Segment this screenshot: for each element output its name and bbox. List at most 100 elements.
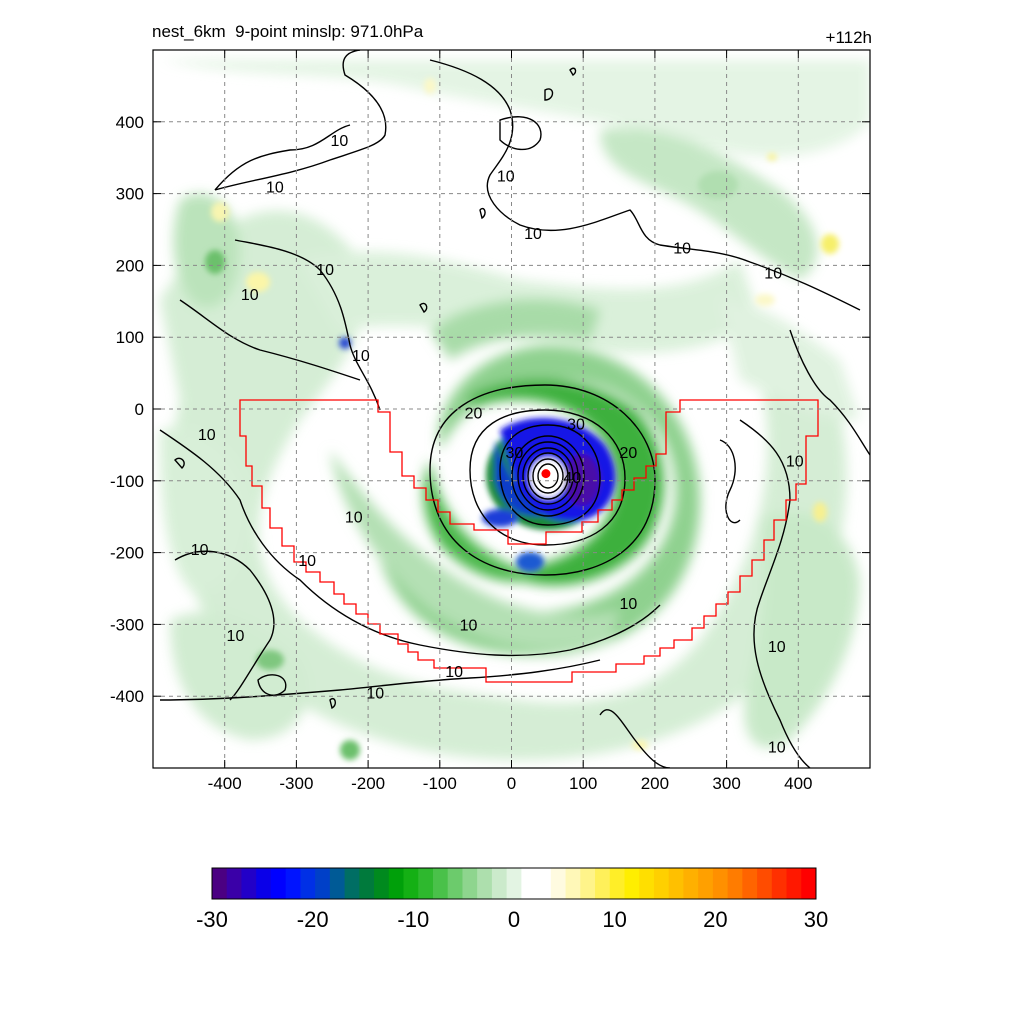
- colorbar: [211, 867, 817, 900]
- colorbar-swatch: [432, 868, 449, 899]
- colorbar-swatch: [565, 868, 581, 899]
- contour-label: 10: [366, 686, 384, 703]
- colorbar-swatch: [609, 868, 625, 899]
- colorbar-swatch: [285, 868, 301, 899]
- colorbar-swatch: [801, 868, 817, 899]
- x-tick-label: 100: [569, 774, 597, 793]
- colorbar-swatch: [418, 868, 434, 899]
- colorbar-swatch: [477, 868, 493, 899]
- contour-label: 10: [298, 553, 316, 570]
- contour-label-text: 10: [673, 240, 691, 257]
- colorbar-swatch: [698, 868, 714, 899]
- colorbar-swatch: [256, 868, 272, 899]
- colorbar-swatch: [315, 868, 331, 899]
- chart-title: nest_6km 9-point minslp: 971.0hPa: [152, 22, 424, 41]
- colorbar-swatch: [550, 868, 567, 899]
- contour-lines: [159, 50, 870, 768]
- x-axis-tick-labels: -400 -300 -200 -100 0 100 200 300 400: [208, 774, 813, 793]
- colorbar-tick-label: -10: [397, 907, 429, 932]
- contour-label: 10: [241, 287, 259, 304]
- contour-label: 10: [198, 427, 216, 444]
- contour-label-text: 10: [198, 427, 216, 444]
- axis-ticks: [153, 50, 870, 768]
- colorbar-swatch: [668, 868, 684, 899]
- y-axis-tick-labels: 400 300 200 100 0 -100 -200 -300 -400: [110, 113, 144, 706]
- contour-label-text: 10: [768, 639, 786, 656]
- contour-label: 10: [227, 628, 245, 645]
- colorbar-swatch: [300, 868, 316, 899]
- colorbar-swatch: [226, 868, 242, 899]
- contour-label: 10: [352, 348, 370, 365]
- contour-label: 30: [567, 416, 585, 433]
- colorbar-swatch: [712, 868, 729, 899]
- colorbar-frame: [211, 867, 817, 900]
- contour-label-text: 10: [764, 266, 782, 283]
- x-tick-label: -400: [208, 774, 242, 793]
- colorbar-tick-label: -30: [196, 907, 228, 932]
- contour-label-text: 10: [227, 628, 245, 645]
- contour-label: 10: [764, 266, 782, 283]
- colorbar-swatch: [742, 868, 758, 899]
- colorbar-swatch: [580, 868, 596, 899]
- colorbar-swatch: [727, 868, 743, 899]
- y-tick-label: 100: [116, 328, 144, 347]
- contour-label: 10: [786, 454, 804, 471]
- contour-label: 30: [505, 445, 523, 462]
- contour-label-text: 10: [524, 226, 542, 243]
- y-tick-label: 0: [135, 400, 144, 419]
- contour-label-text: 30: [567, 416, 585, 433]
- colorbar-swatch: [624, 868, 640, 899]
- contour-label: 10: [345, 510, 363, 527]
- colorbar-swatch: [241, 868, 257, 899]
- colorbar-tick-labels: -30 -20 -10 0 10 20 30: [196, 907, 828, 932]
- contour-label-text: 10: [241, 287, 259, 304]
- colorbar-swatch: [506, 868, 522, 899]
- contour-label: 10: [316, 262, 334, 279]
- contour-label-text: 10: [460, 617, 478, 634]
- contour-label-text: 10: [352, 348, 370, 365]
- colorbar-swatch: [388, 868, 405, 899]
- contour-label-text: 10: [298, 553, 316, 570]
- x-tick-label: -300: [279, 774, 313, 793]
- colorbar-tick-label: 20: [703, 907, 727, 932]
- colorbar-swatch: [374, 868, 390, 899]
- colorbar-swatch: [683, 868, 699, 899]
- contour-labels: 10 10 10 10 10 10 10 10 10 10 10 10 10 10 10 10 10 10 10 10…: [191, 133, 804, 757]
- colorbar-swatch: [639, 868, 655, 899]
- colorbar-swatch: [344, 868, 360, 899]
- colorbar-swatch: [771, 868, 788, 899]
- nest-boundary: [239, 399, 819, 683]
- colorbar-swatch: [653, 868, 670, 899]
- x-tick-label: 200: [641, 774, 669, 793]
- contour-label-text: 10: [266, 179, 284, 196]
- contour-label-text: 10: [619, 596, 637, 613]
- colorbar-swatch: [521, 868, 537, 899]
- contour-label-text: 10: [786, 454, 804, 471]
- contour-label-text: 10: [497, 169, 515, 186]
- contour-label-text: 10: [345, 510, 363, 527]
- colorbar-tick-label: -20: [297, 907, 329, 932]
- y-tick-label: -200: [110, 544, 144, 563]
- contour-label: 10: [331, 133, 349, 150]
- colorbar-swatch: [786, 868, 802, 899]
- contour-label-text: 30: [505, 445, 523, 462]
- colorbar-swatch: [462, 868, 478, 899]
- contour-label: 10: [497, 169, 515, 186]
- colorbar-tick-label: 30: [804, 907, 828, 932]
- contour-label-text: 10: [366, 686, 384, 703]
- shaded-field: [160, 60, 870, 760]
- y-tick-label: 400: [116, 113, 144, 132]
- colorbar-swatch: [270, 868, 287, 899]
- forecast-hour-label: +112h: [825, 28, 872, 47]
- colorbar-swatch: [403, 868, 419, 899]
- contour-label-text: 20: [465, 406, 483, 423]
- colorbar-swatch: [212, 868, 228, 899]
- contour-label-text: 10: [445, 664, 463, 681]
- colorbar-swatch: [329, 868, 346, 899]
- contour-label-text: 10: [768, 739, 786, 756]
- storm-center-marker: [541, 469, 551, 479]
- contour-label: 10: [460, 617, 478, 634]
- y-tick-label: 300: [116, 185, 144, 204]
- contour-label: 10: [619, 596, 637, 613]
